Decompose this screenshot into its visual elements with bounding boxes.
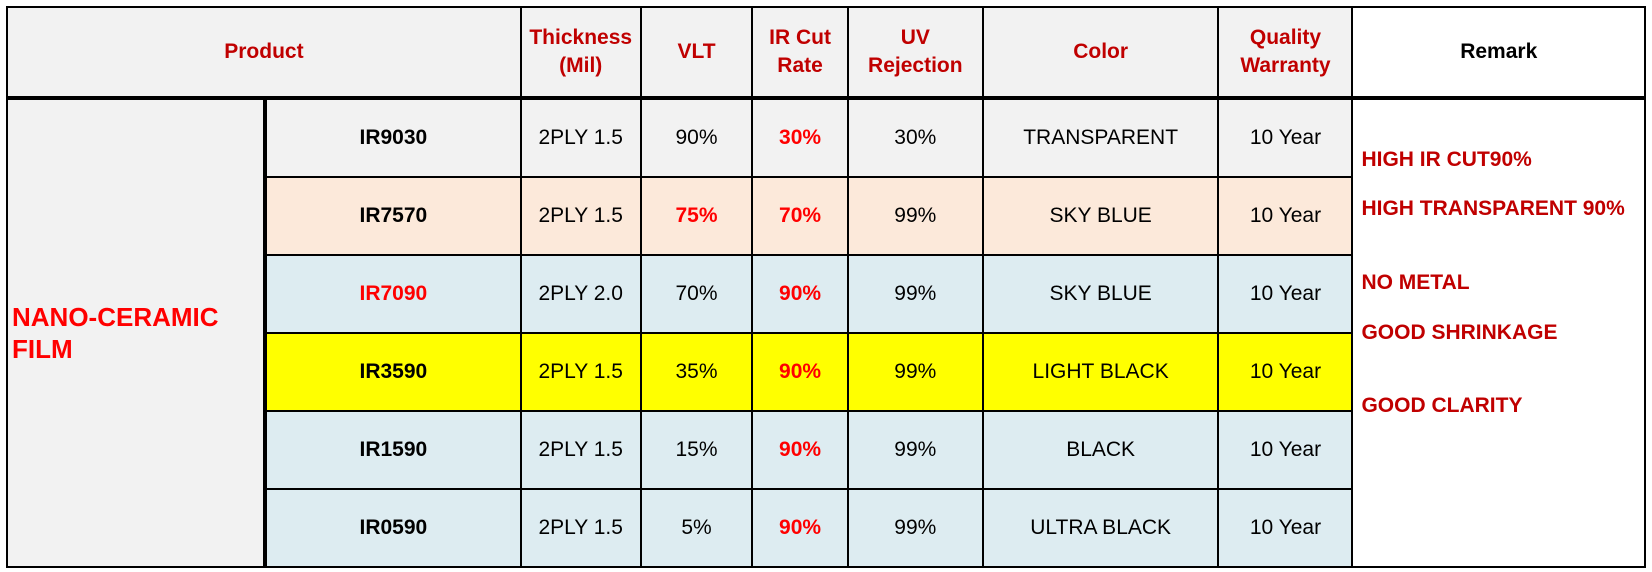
header-color: Color <box>981 6 1220 99</box>
thickness-cell: 2PLY 1.5 <box>519 410 642 490</box>
header-quality-warranty: Quality Warranty <box>1217 6 1354 99</box>
ir-cell: 70% <box>751 176 849 256</box>
warranty-cell: 10 Year <box>1217 488 1354 568</box>
remark-item: HIGH IR CUT90% <box>1361 148 1532 171</box>
header-uv-line2: Rejection <box>868 54 963 77</box>
vlt-cell: 75% <box>639 176 754 256</box>
thickness-cell: 2PLY 1.5 <box>519 97 642 178</box>
ir-cell: 30% <box>751 97 849 178</box>
model-cell: IR3590 <box>263 332 522 412</box>
thickness-cell: 2PLY 1.5 <box>519 488 642 568</box>
uv-cell: 99% <box>846 332 984 412</box>
table-row: IR3590 2PLY 1.5 35% 90% 99% LIGHT BLACK … <box>7 332 1645 412</box>
header-ir-line1: IR Cut <box>769 26 831 49</box>
vlt-cell: 5% <box>639 488 754 568</box>
ir-cell: 90% <box>751 488 849 568</box>
warranty-cell: 10 Year <box>1217 332 1354 412</box>
uv-cell: 30% <box>846 97 984 178</box>
table-row: IR0590 2PLY 1.5 5% 90% 99% ULTRA BLACK 1… <box>7 488 1645 568</box>
warranty-cell: 10 Year <box>1217 254 1354 334</box>
warranty-cell: 10 Year <box>1217 176 1354 256</box>
color-cell: LIGHT BLACK <box>981 332 1220 412</box>
header-ir-line2: Rate <box>777 54 823 77</box>
color-cell: SKY BLUE <box>981 254 1220 334</box>
header-warranty-line2: Warranty <box>1240 54 1331 77</box>
header-uv-rejection: UV Rejection <box>846 6 984 99</box>
warranty-cell: 10 Year <box>1217 410 1354 490</box>
header-warranty-line1: Quality <box>1249 26 1322 49</box>
remark-item: NO METAL <box>1361 271 1470 294</box>
ir-cell: 90% <box>751 254 849 334</box>
thickness-cell: 2PLY 1.5 <box>519 176 642 256</box>
header-row: Product Thickness (Mil) VLT IR Cut Rate … <box>6 6 1646 99</box>
ir-cell: 90% <box>751 410 849 490</box>
color-cell: TRANSPARENT <box>981 97 1220 178</box>
vlt-cell: 15% <box>639 410 754 490</box>
model-cell: IR9030 <box>263 97 522 178</box>
vlt-cell: 90% <box>639 97 754 178</box>
table-row: NANO-CERAMIC FILM IR9030 2PLY 1.5 90% 30… <box>6 97 1646 568</box>
header-uv-line1: UV <box>900 26 930 49</box>
header-thickness-line1: Thickness <box>529 26 633 49</box>
table-row: IR1590 2PLY 1.5 15% 90% 99% BLACK 10 Yea… <box>7 410 1645 490</box>
color-cell: SKY BLUE <box>981 176 1220 256</box>
header-thickness-line2: (Mil) <box>559 54 603 77</box>
product-spec-sheet: Product Thickness (Mil) VLT IR Cut Rate … <box>6 6 1646 568</box>
uv-cell: 99% <box>846 254 984 334</box>
ir-cell: 90% <box>751 332 849 412</box>
header-vlt: VLT <box>639 6 754 99</box>
model-cell: IR7570 <box>263 176 522 256</box>
header-ir-cut-rate: IR Cut Rate <box>751 6 849 99</box>
table-row: IR7570 2PLY 1.5 75% 70% 99% SKY BLUE 10 … <box>7 176 1645 256</box>
remark-item: GOOD SHRINKAGE <box>1361 321 1558 344</box>
table-row: IR7090 2PLY 2.0 70% 90% 99% SKY BLUE 10 … <box>7 254 1645 334</box>
header-product: Product <box>6 6 522 99</box>
remarks-cell: HIGH IR CUT90% HIGH TRANSPARENT 90% NO M… <box>1351 97 1646 568</box>
spec-table: Product Thickness (Mil) VLT IR Cut Rate … <box>6 6 1646 568</box>
remark-item: HIGH TRANSPARENT 90% <box>1361 197 1625 220</box>
category-line1: NANO-CERAMIC <box>12 302 219 332</box>
vlt-cell: 70% <box>639 254 754 334</box>
vlt-cell: 35% <box>639 332 754 412</box>
uv-cell: 99% <box>846 176 984 256</box>
thickness-cell: 2PLY 2.0 <box>519 254 642 334</box>
color-cell: BLACK <box>981 410 1220 490</box>
thickness-cell: 2PLY 1.5 <box>519 332 642 412</box>
header-thickness: Thickness (Mil) <box>519 6 642 99</box>
uv-cell: 99% <box>846 410 984 490</box>
remark-item: GOOD CLARITY <box>1361 394 1523 417</box>
uv-cell: 99% <box>846 488 984 568</box>
model-cell: IR7090 <box>263 254 522 334</box>
warranty-cell: 10 Year <box>1217 97 1354 178</box>
category-line2: FILM <box>12 334 73 364</box>
color-cell: ULTRA BLACK <box>981 488 1220 568</box>
model-cell: IR0590 <box>263 488 522 568</box>
category-cell: NANO-CERAMIC FILM <box>6 97 267 568</box>
header-remark: Remark <box>1351 6 1646 99</box>
model-cell: IR1590 <box>263 410 522 490</box>
